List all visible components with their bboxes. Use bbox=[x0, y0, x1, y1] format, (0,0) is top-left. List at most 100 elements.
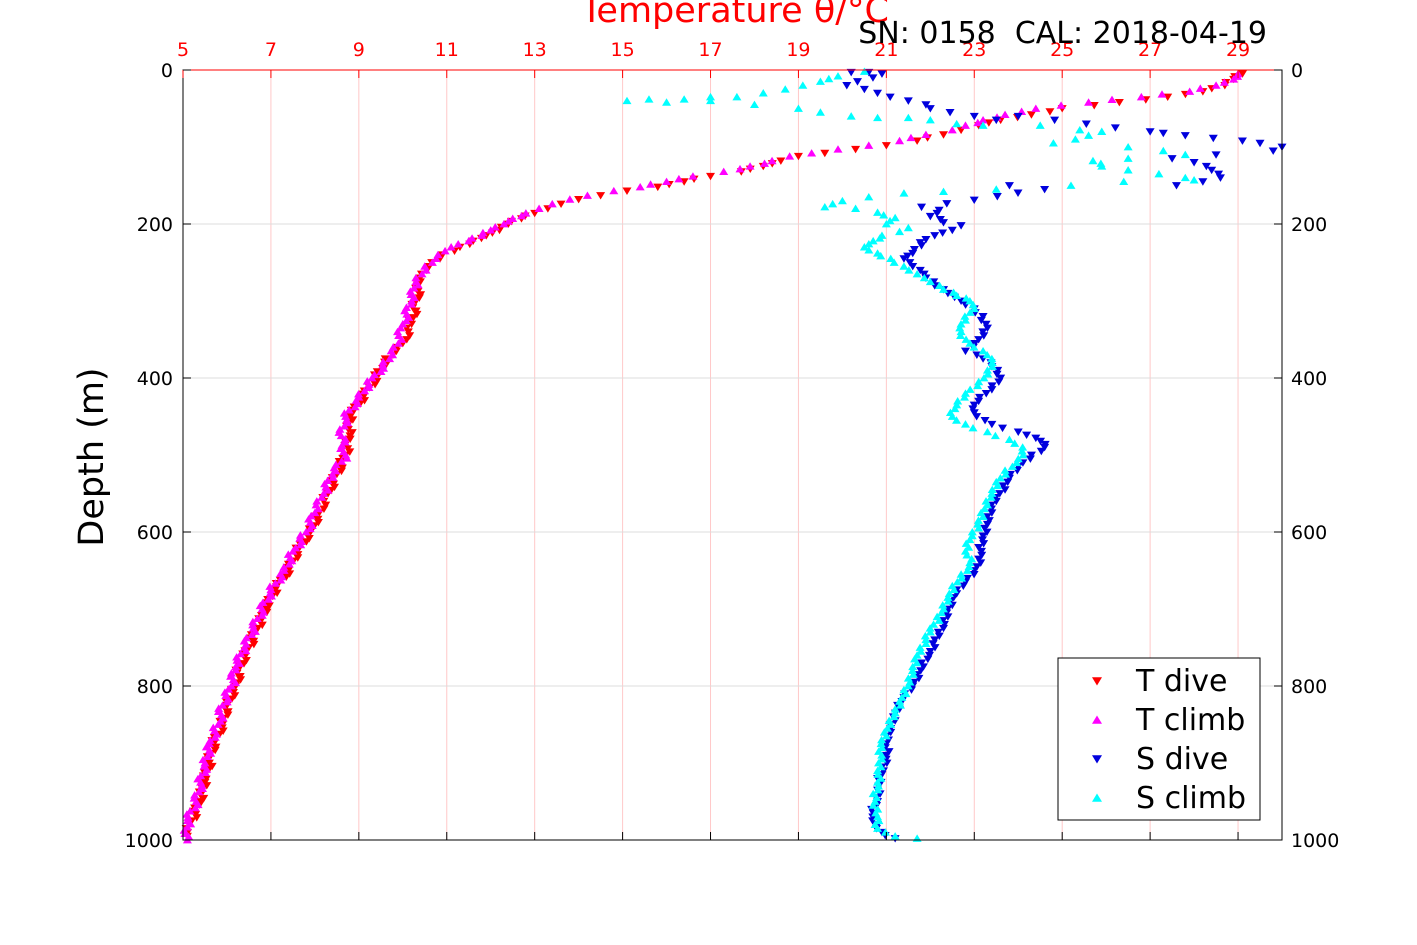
data-point bbox=[296, 540, 306, 549]
data-point bbox=[938, 601, 948, 609]
data-point bbox=[364, 383, 374, 391]
data-point bbox=[969, 409, 979, 417]
data-point bbox=[984, 119, 994, 127]
data-point bbox=[957, 574, 967, 582]
data-point bbox=[881, 219, 891, 228]
data-point bbox=[486, 226, 496, 234]
data-point bbox=[996, 374, 1006, 383]
data-point bbox=[1056, 101, 1066, 109]
data-point bbox=[517, 211, 527, 220]
data-point bbox=[310, 508, 320, 517]
data-point bbox=[978, 116, 988, 124]
data-point bbox=[990, 431, 1000, 440]
x-tick-label: 17 bbox=[698, 39, 722, 61]
data-point bbox=[1123, 142, 1133, 151]
series-t-climb bbox=[179, 69, 1243, 844]
data-point bbox=[281, 573, 291, 581]
data-point bbox=[1022, 431, 1032, 440]
data-point bbox=[1229, 75, 1239, 83]
data-point bbox=[521, 209, 531, 217]
data-point bbox=[1208, 134, 1218, 143]
data-point bbox=[980, 524, 990, 533]
data-point bbox=[293, 554, 303, 562]
data-point bbox=[706, 92, 716, 101]
data-point bbox=[987, 362, 997, 370]
data-point bbox=[1136, 92, 1146, 101]
data-point bbox=[978, 328, 988, 336]
data-point bbox=[929, 620, 939, 628]
data-point bbox=[932, 209, 942, 218]
data-point bbox=[998, 424, 1008, 433]
data-point bbox=[974, 555, 984, 563]
data-point bbox=[852, 78, 862, 86]
data-point bbox=[202, 782, 212, 790]
data-point bbox=[859, 85, 869, 94]
data-point bbox=[1048, 139, 1058, 147]
data-point bbox=[915, 643, 925, 651]
data-point bbox=[793, 152, 803, 161]
data-point bbox=[210, 733, 220, 741]
data-point bbox=[930, 644, 940, 652]
data-point bbox=[982, 366, 992, 374]
data-point bbox=[1180, 173, 1190, 182]
data-point bbox=[908, 670, 918, 678]
legend-label: T dive bbox=[1135, 664, 1227, 699]
data-point bbox=[1107, 95, 1117, 104]
data-point bbox=[903, 681, 913, 690]
data-point bbox=[574, 195, 584, 204]
data-point bbox=[337, 467, 347, 476]
data-point bbox=[881, 751, 891, 760]
data-point bbox=[609, 186, 619, 195]
data-point bbox=[376, 367, 386, 375]
data-point bbox=[323, 486, 333, 494]
data-point bbox=[877, 751, 887, 759]
data-point bbox=[962, 551, 972, 559]
data-point bbox=[930, 636, 940, 644]
data-point bbox=[312, 497, 322, 505]
data-point bbox=[880, 828, 890, 836]
data-point bbox=[873, 766, 883, 775]
data-point bbox=[1145, 128, 1155, 136]
data-point bbox=[370, 381, 380, 389]
data-point bbox=[876, 762, 886, 771]
data-point bbox=[194, 787, 204, 796]
data-point bbox=[972, 351, 982, 359]
data-point bbox=[952, 291, 962, 299]
x-tick-label: 27 bbox=[1138, 39, 1162, 61]
data-point bbox=[956, 570, 966, 578]
legend-marker bbox=[1092, 755, 1102, 764]
y-tick-label-right: 200 bbox=[1291, 214, 1327, 236]
data-point bbox=[344, 406, 354, 414]
data-point bbox=[982, 350, 992, 359]
chart-title: Temperature θ/°C bbox=[580, 0, 889, 31]
data-point bbox=[903, 113, 913, 122]
data-point bbox=[706, 96, 716, 105]
data-point bbox=[974, 336, 984, 344]
data-point bbox=[977, 551, 987, 560]
data-point bbox=[921, 101, 931, 109]
data-point bbox=[247, 630, 257, 639]
data-point bbox=[864, 141, 874, 149]
data-point bbox=[1000, 486, 1010, 494]
data-point bbox=[965, 535, 975, 544]
data-point bbox=[1207, 166, 1217, 175]
data-point bbox=[321, 501, 331, 510]
data-point bbox=[945, 108, 955, 117]
data-point bbox=[807, 149, 817, 157]
data-point bbox=[1180, 132, 1190, 140]
legend-box bbox=[1057, 657, 1261, 821]
data-point bbox=[378, 357, 388, 366]
data-point bbox=[939, 187, 949, 196]
data-point bbox=[248, 620, 258, 629]
data-point bbox=[236, 649, 246, 658]
data-point bbox=[968, 300, 978, 309]
data-point bbox=[947, 126, 957, 134]
data-point bbox=[939, 624, 949, 633]
data-point bbox=[969, 570, 979, 579]
data-point bbox=[745, 162, 755, 170]
data-point bbox=[873, 778, 883, 786]
data-point bbox=[793, 104, 803, 112]
data-point bbox=[477, 231, 487, 239]
data-point bbox=[981, 320, 991, 329]
data-point bbox=[949, 585, 959, 594]
